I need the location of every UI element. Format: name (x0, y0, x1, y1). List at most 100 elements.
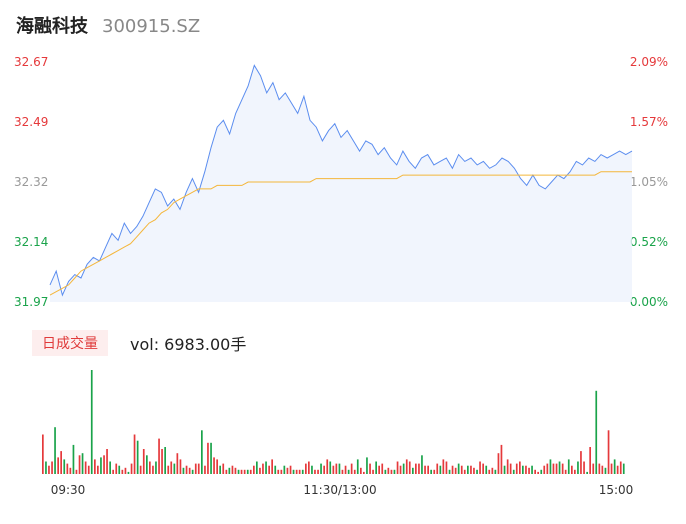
volume-bar (314, 469, 316, 474)
y-label-right: 2.09% (630, 55, 668, 69)
volume-bar (225, 469, 228, 474)
volume-bar (500, 444, 503, 474)
volume-bar (396, 461, 399, 474)
y-label-right: 1.57% (630, 115, 668, 129)
y-label-left: 31.97 (14, 295, 48, 309)
volume-bar (231, 465, 234, 474)
volume-bar (271, 459, 273, 474)
volume-bar (353, 469, 356, 474)
volume-bar (519, 461, 521, 474)
volume-bar (228, 467, 231, 474)
volume-bar (42, 434, 44, 474)
volume-bar (185, 465, 188, 474)
volume-bar (442, 459, 445, 474)
volume-bar (335, 463, 338, 474)
volume-bar (216, 459, 218, 474)
volume-bar (170, 461, 173, 474)
volume-bar (109, 461, 111, 474)
daily-volume-tab[interactable]: 日成交量 (32, 330, 108, 356)
volume-bar (197, 463, 200, 474)
volume-bar (491, 467, 494, 474)
volume-bar (460, 465, 463, 474)
volume-bar (525, 465, 527, 474)
volume-bar (283, 465, 286, 474)
volume-bar (311, 465, 313, 474)
volume-bar (418, 463, 420, 474)
volume-bar (63, 459, 66, 474)
volume-bar (259, 467, 261, 474)
volume-bar (87, 465, 90, 474)
volume-bar (546, 463, 549, 474)
volume-bar (106, 449, 108, 474)
volume-bar (45, 461, 47, 474)
volume-bar (139, 465, 142, 474)
volume-bar (598, 463, 601, 474)
volume-bar (619, 461, 622, 474)
volume-bar (329, 461, 332, 474)
volume-bar (338, 463, 341, 474)
volume-bar (412, 467, 414, 474)
volume-bar (158, 438, 160, 474)
volume-bar (448, 469, 451, 474)
volume-bar (399, 465, 402, 474)
volume-bar (457, 463, 460, 474)
volume-bar (84, 461, 87, 474)
volume-bar (528, 467, 530, 474)
volume-bar (100, 457, 102, 474)
volume-bar (604, 467, 607, 474)
volume-bar (298, 469, 301, 474)
volume-bar (439, 465, 442, 474)
volume-bar (574, 469, 576, 474)
volume-bar (289, 465, 292, 474)
volume-bar (292, 469, 295, 474)
volume-bar (369, 463, 371, 474)
volume-bar (363, 471, 365, 474)
volume-bar (577, 461, 579, 474)
volume-bar (384, 469, 387, 474)
volume-bar (503, 465, 506, 474)
volume-bar (253, 465, 255, 474)
volume-bar (479, 461, 481, 474)
volume-bar (571, 465, 573, 474)
volume-bar (213, 457, 215, 474)
volume-bar (537, 471, 539, 474)
volume-bar (133, 434, 136, 474)
volume-bar (176, 453, 179, 474)
price-area (50, 65, 632, 303)
stock-code: 300915.SZ (102, 16, 201, 37)
volume-bar (75, 469, 78, 474)
volume-bar (60, 451, 62, 474)
avg-price-line (49, 171, 632, 296)
volume-bar (430, 469, 432, 474)
volume-bar (305, 463, 307, 474)
volume-bar (152, 465, 154, 474)
volume-bar (595, 390, 598, 474)
volume-bar (274, 465, 277, 474)
volume-bar (112, 469, 114, 474)
volume-bar (494, 469, 497, 474)
volume-bar (308, 461, 310, 474)
volume-bar (433, 469, 436, 474)
volume-bar (372, 469, 374, 474)
volume-bar (613, 459, 616, 474)
volume-bar (564, 469, 567, 474)
volume-bar (408, 461, 411, 474)
volume-bar (207, 442, 209, 474)
volume-bar (210, 442, 212, 474)
volume-bar (179, 459, 182, 474)
volume-bar (390, 469, 393, 474)
volume-bar (277, 469, 280, 474)
volume-bar (405, 459, 408, 474)
volume-bar (558, 461, 561, 474)
volume-bar (470, 465, 472, 474)
volume-bar (323, 465, 325, 474)
volume-bar (522, 465, 524, 474)
y-label-left: 32.14 (14, 235, 48, 249)
volume-bar (543, 465, 546, 474)
volume-bar (262, 463, 264, 474)
volume-bar (473, 467, 475, 474)
volume-bar (237, 469, 240, 474)
time-label: 11:30/13:00 (303, 483, 376, 497)
volume-bar (118, 465, 121, 474)
